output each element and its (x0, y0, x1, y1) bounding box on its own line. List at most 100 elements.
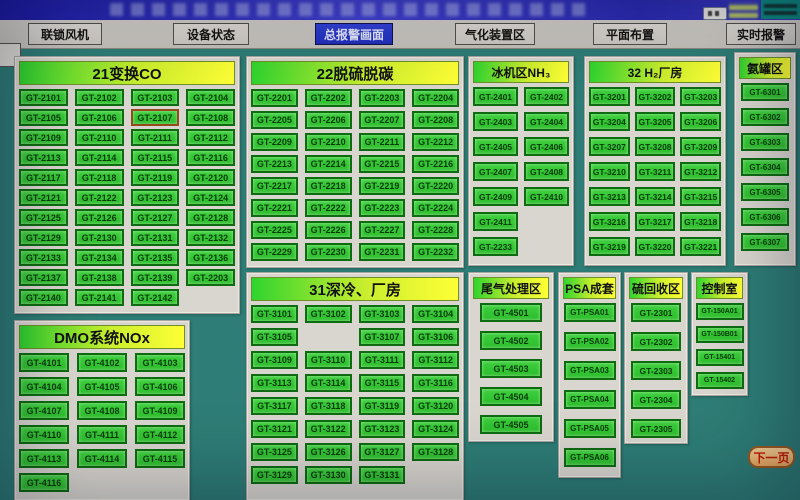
gt-button-gt-2131[interactable]: GT-2131 (130, 229, 180, 246)
gt-button-gt-2128[interactable]: GT-2128 (186, 209, 235, 226)
nav-gasification-area-button[interactable]: 气化装置区 (455, 23, 535, 45)
gt-button-gt-3114[interactable]: GT-3114 (304, 374, 352, 392)
gt-button-gt-4110[interactable]: GT-4110 (19, 425, 69, 444)
gt-button-gt-2134[interactable]: GT-2134 (74, 249, 124, 266)
gt-button-gt-4115[interactable]: GT-4115 (135, 449, 185, 468)
gt-button-gt-2410[interactable]: GT-2410 (524, 187, 569, 206)
gt-button-gt-150b01[interactable]: GT-150B01 (695, 326, 744, 343)
nav-plan-layout-button[interactable]: 平面布置 (593, 23, 667, 45)
gt-button-gt-2222[interactable]: GT-2222 (304, 199, 352, 217)
gt-button-gt-2125[interactable]: GT-2125 (19, 209, 68, 226)
gt-button-gt-2104[interactable]: GT-2104 (186, 89, 235, 106)
nav-general-alarm-screen-button[interactable]: 总报警画面 (315, 23, 393, 45)
gt-button-gt-2114[interactable]: GT-2114 (74, 149, 124, 166)
gt-button-gt-3113[interactable]: GT-3113 (251, 374, 298, 392)
gt-button-gt-2302[interactable]: GT-2302 (631, 332, 681, 351)
gt-button-gt-2140[interactable]: GT-2140 (19, 289, 68, 306)
gt-button-gt-150a01[interactable]: GT-150A01 (695, 303, 744, 320)
gt-button-gt-15402[interactable]: GT-15402 (695, 372, 744, 389)
gt-button-gt-4114[interactable]: GT-4114 (77, 449, 127, 468)
gt-button-gt-2118[interactable]: GT-2118 (74, 169, 124, 186)
gt-button-gt-3207[interactable]: GT-3207 (589, 137, 630, 156)
gt-button-gt-psa04[interactable]: GT-PSA04 (563, 390, 616, 409)
gt-button-gt-3128[interactable]: GT-3128 (412, 443, 459, 461)
gt-button-gt-3214[interactable]: GT-3214 (634, 187, 676, 206)
gt-button-gt-3127[interactable]: GT-3127 (358, 443, 406, 461)
gt-button-gt-3211[interactable]: GT-3211 (634, 162, 676, 181)
gt-button-gt-6307[interactable]: GT-6307 (741, 233, 789, 251)
gt-button-gt-2304[interactable]: GT-2304 (631, 390, 681, 409)
gt-button-gt-2107[interactable]: GT-2107 (130, 109, 180, 126)
gt-button-gt-3107[interactable]: GT-3107 (358, 328, 406, 346)
gt-button-gt-3130[interactable]: GT-3130 (304, 466, 352, 484)
gt-button-gt-2303[interactable]: GT-2303 (631, 361, 681, 380)
gt-button-gt-2127[interactable]: GT-2127 (130, 209, 180, 226)
next-page-button[interactable]: 下一页 (748, 446, 795, 468)
gt-button-gt-3126[interactable]: GT-3126 (304, 443, 352, 461)
gt-button-gt-2139[interactable]: GT-2139 (130, 269, 180, 286)
gt-button-gt-4505[interactable]: GT-4505 (480, 415, 542, 434)
gt-button-gt-2223[interactable]: GT-2223 (358, 199, 406, 217)
gt-button-gt-psa05[interactable]: GT-PSA05 (563, 419, 616, 438)
gt-button-gt-3217[interactable]: GT-3217 (634, 212, 676, 231)
gt-button-gt-2109[interactable]: GT-2109 (19, 129, 68, 146)
gt-button-gt-2210[interactable]: GT-2210 (304, 133, 352, 151)
gt-button-gt-4504[interactable]: GT-4504 (480, 387, 542, 406)
gt-button-gt-2133[interactable]: GT-2133 (19, 249, 68, 266)
gt-button-gt-2129[interactable]: GT-2129 (19, 229, 68, 246)
gt-button-gt-2213[interactable]: GT-2213 (251, 155, 298, 173)
gt-button-gt-3125[interactable]: GT-3125 (251, 443, 298, 461)
gt-button-gt-3104[interactable]: GT-3104 (412, 305, 459, 323)
gt-button-gt-2138[interactable]: GT-2138 (74, 269, 124, 286)
gt-button-gt-6304[interactable]: GT-6304 (741, 158, 789, 176)
gt-button-gt-2132[interactable]: GT-2132 (186, 229, 235, 246)
gt-button-gt-3112[interactable]: GT-3112 (412, 351, 459, 369)
gt-button-gt-2218[interactable]: GT-2218 (304, 177, 352, 195)
gt-button-gt-2105[interactable]: GT-2105 (19, 109, 68, 126)
gt-button-gt-4109[interactable]: GT-4109 (135, 401, 185, 420)
gt-button-gt-psa06[interactable]: GT-PSA06 (563, 448, 616, 467)
gt-button-gt-2110[interactable]: GT-2110 (74, 129, 124, 146)
gt-button-gt-2215[interactable]: GT-2215 (358, 155, 406, 173)
gt-button-gt-3119[interactable]: GT-3119 (358, 397, 406, 415)
gt-button-gt-2209[interactable]: GT-2209 (251, 133, 298, 151)
gt-button-gt-3202[interactable]: GT-3202 (634, 87, 676, 106)
gt-button-gt-4107[interactable]: GT-4107 (19, 401, 69, 420)
gt-button-gt-2211[interactable]: GT-2211 (358, 133, 406, 151)
gt-button-gt-2232[interactable]: GT-2232 (412, 243, 459, 261)
gt-button-gt-2117[interactable]: GT-2117 (19, 169, 68, 186)
gt-button-gt-3120[interactable]: GT-3120 (412, 397, 459, 415)
gt-button-gt-3210[interactable]: GT-3210 (589, 162, 630, 181)
gt-button-gt-3118[interactable]: GT-3118 (304, 397, 352, 415)
gt-button-gt-3221[interactable]: GT-3221 (680, 237, 721, 256)
gt-button-gt-2123[interactable]: GT-2123 (130, 189, 180, 206)
gt-button-gt-2411[interactable]: GT-2411 (473, 212, 518, 231)
gt-button-gt-2113[interactable]: GT-2113 (19, 149, 68, 166)
gt-button-gt-4501[interactable]: GT-4501 (480, 303, 542, 322)
gt-button-gt-15401[interactable]: GT-15401 (695, 349, 744, 366)
gt-button-gt-3124[interactable]: GT-3124 (412, 420, 459, 438)
gt-button-gt-6302[interactable]: GT-6302 (741, 108, 789, 126)
gt-button-gt-2135[interactable]: GT-2135 (130, 249, 180, 266)
gt-button-gt-2204[interactable]: GT-2204 (412, 89, 459, 107)
gt-button-gt-2120[interactable]: GT-2120 (186, 169, 235, 186)
gt-button-gt-2121[interactable]: GT-2121 (19, 189, 68, 206)
gt-button-gt-3205[interactable]: GT-3205 (634, 112, 676, 131)
gt-button-gt-3216[interactable]: GT-3216 (589, 212, 630, 231)
gt-button-gt-2403[interactable]: GT-2403 (473, 112, 518, 131)
gt-button-gt-6306[interactable]: GT-6306 (741, 208, 789, 226)
gt-button-gt-2203[interactable]: GT-2203 (358, 89, 406, 107)
gt-button-gt-2407[interactable]: GT-2407 (473, 162, 518, 181)
gt-button-gt-2108[interactable]: GT-2108 (186, 109, 235, 126)
gt-button-gt-3116[interactable]: GT-3116 (412, 374, 459, 392)
gt-button-gt-2305[interactable]: GT-2305 (631, 419, 681, 438)
gt-button-gt-2124[interactable]: GT-2124 (186, 189, 235, 206)
gt-button-gt-2220[interactable]: GT-2220 (412, 177, 459, 195)
gt-button-gt-3110[interactable]: GT-3110 (304, 351, 352, 369)
gt-button-gt-2409[interactable]: GT-2409 (473, 187, 518, 206)
gt-button-gt-4105[interactable]: GT-4105 (77, 377, 127, 396)
gt-button-gt-psa01[interactable]: GT-PSA01 (563, 303, 616, 322)
gt-button-gt-3117[interactable]: GT-3117 (251, 397, 298, 415)
gt-button-gt-3111[interactable]: GT-3111 (358, 351, 406, 369)
gt-button-gt-2230[interactable]: GT-2230 (304, 243, 352, 261)
